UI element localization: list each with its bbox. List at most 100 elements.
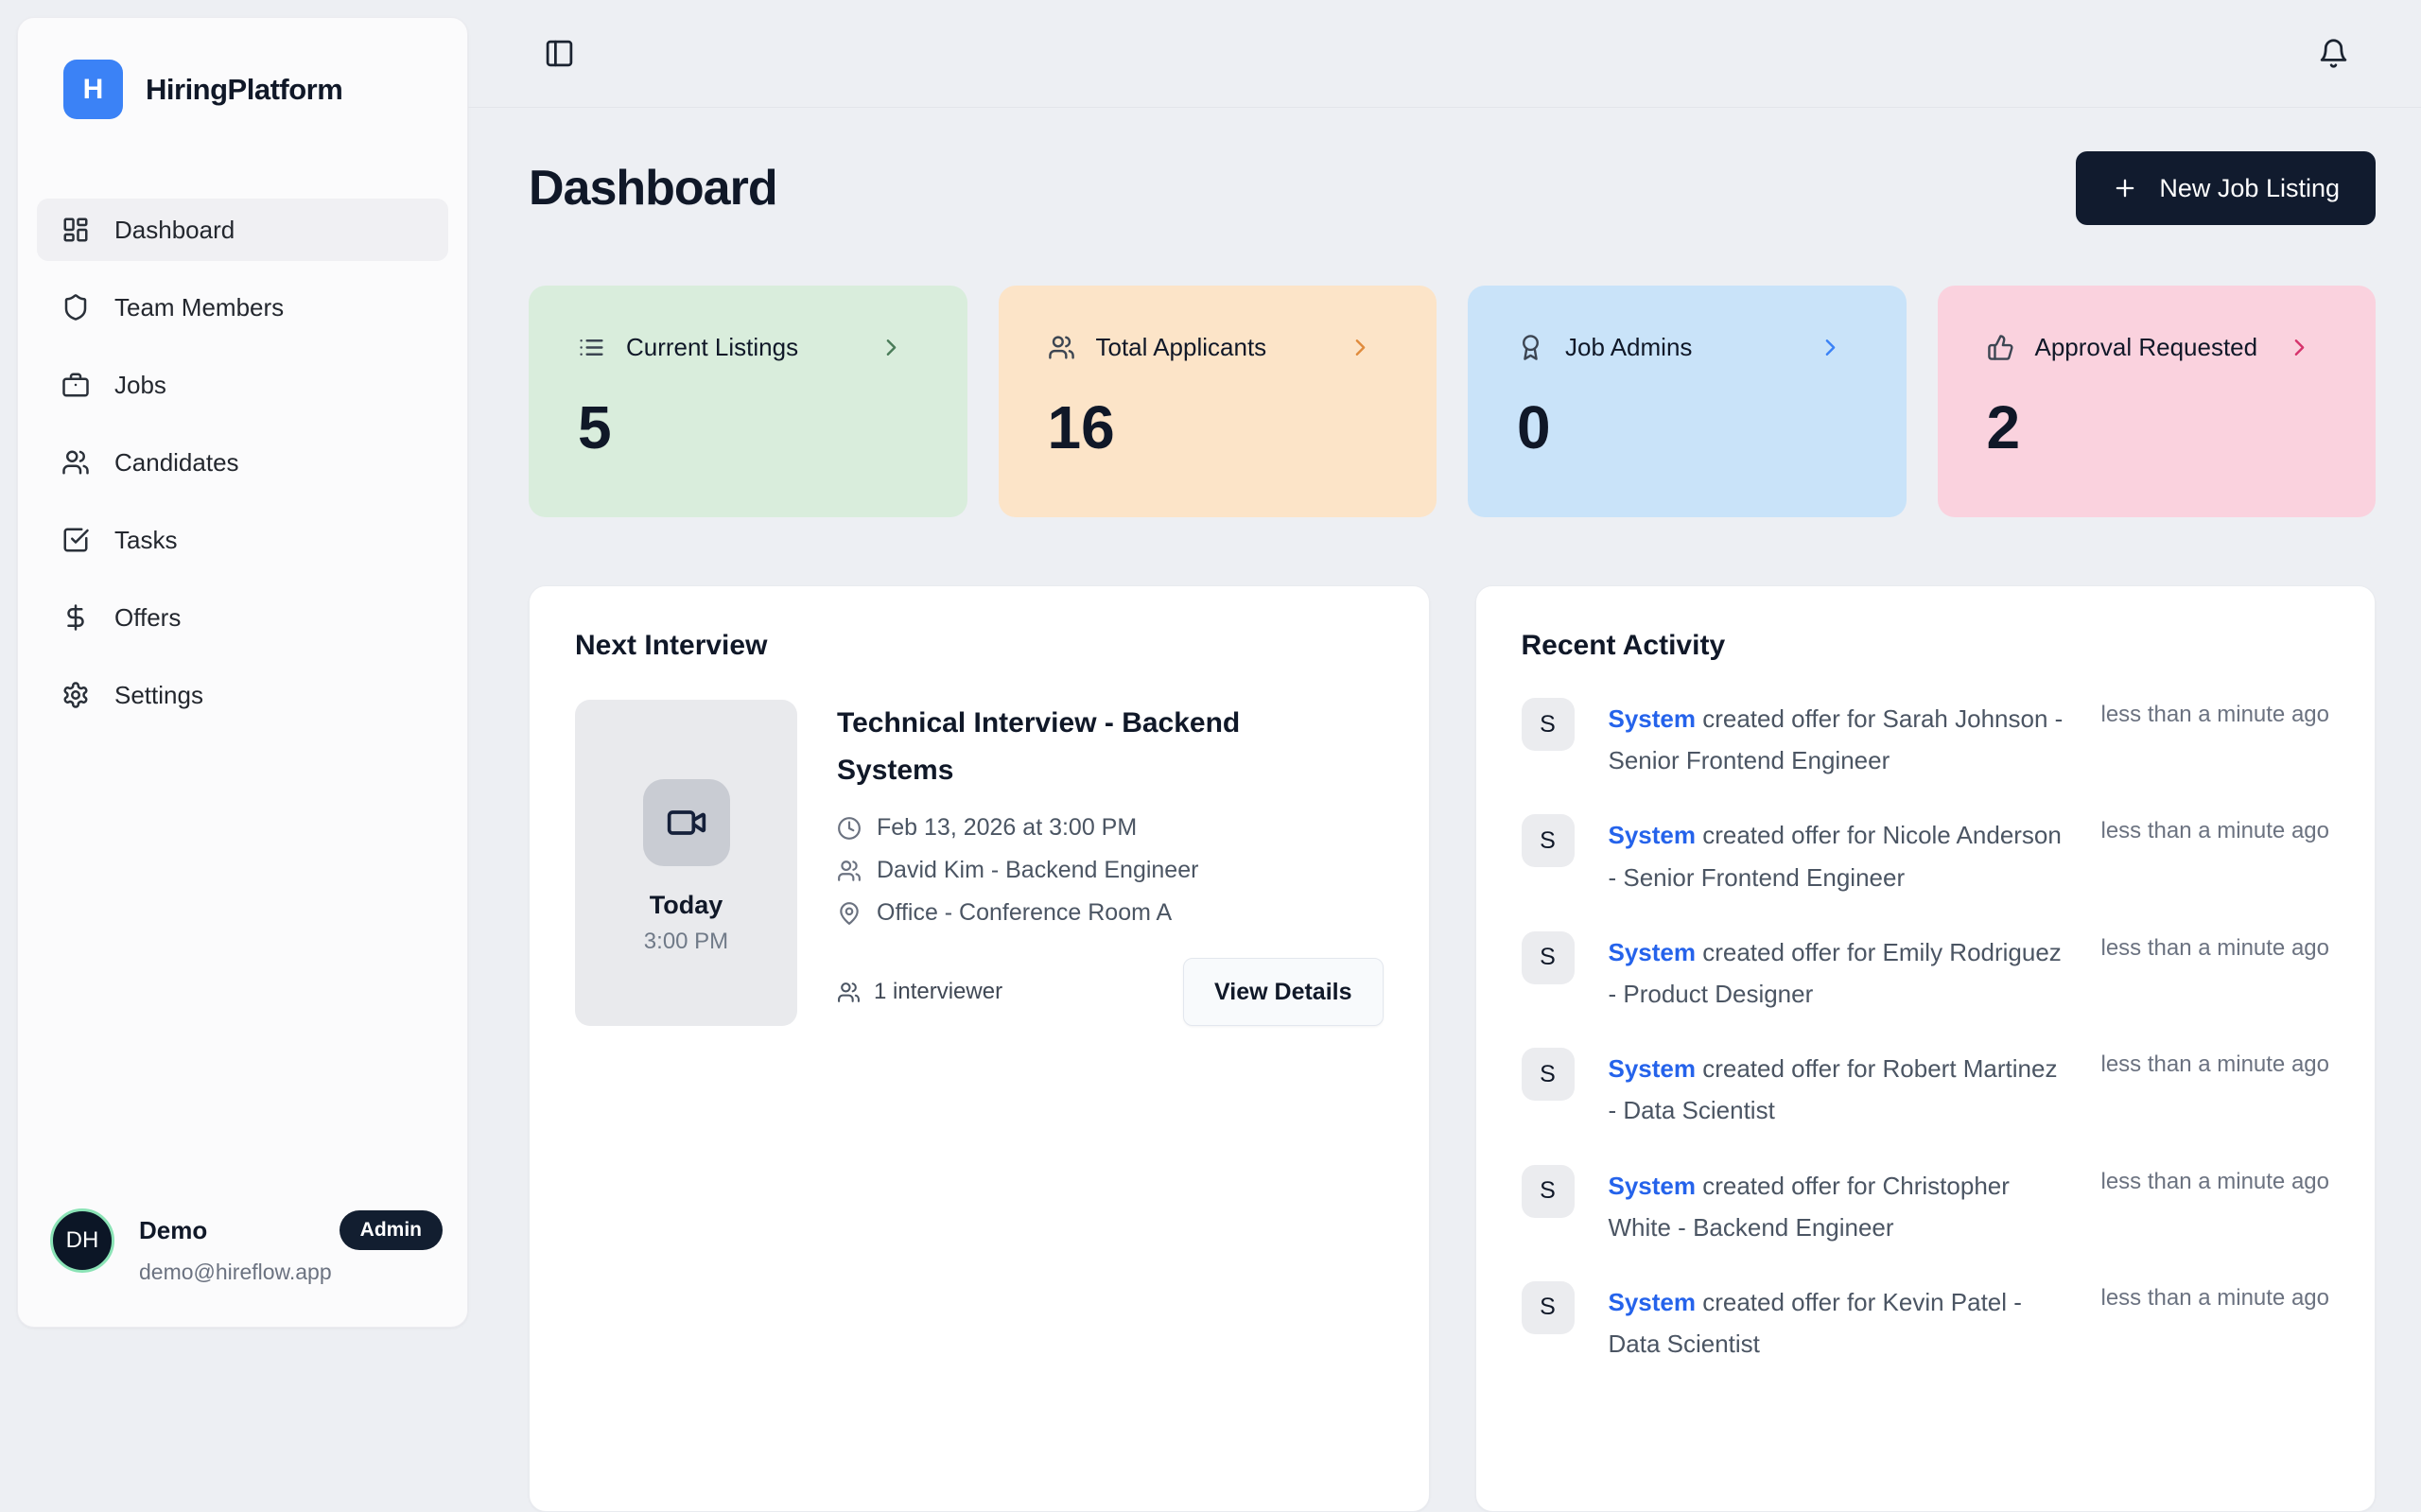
user-info: Demo Admin demo@hireflow.app xyxy=(139,1208,448,1285)
activity-timestamp: less than a minute ago xyxy=(2100,1168,2330,1194)
brand-name: HiringPlatform xyxy=(146,72,343,106)
map-pin-icon xyxy=(837,901,862,926)
stat-card[interactable]: Job Admins 0 xyxy=(1468,286,1907,517)
recent-activity-panel: Recent Activity S System created offer f… xyxy=(1474,585,2376,1512)
stat-icon xyxy=(578,334,605,361)
activity-message: System created offer for Kevin Patel - D… xyxy=(1609,1281,2067,1364)
sidebar-item-icon xyxy=(61,526,90,554)
sidebar-item-label: Tasks xyxy=(114,525,178,554)
activity-avatar: S xyxy=(1521,930,1575,984)
chevron-right-icon xyxy=(878,334,905,361)
plus-icon xyxy=(2112,175,2138,201)
clock-icon xyxy=(837,816,862,841)
activity-actor[interactable]: System xyxy=(1608,1054,1697,1084)
stat-value: 0 xyxy=(1517,393,1551,461)
sidebar-item-icon xyxy=(61,293,90,322)
activity-avatar: S xyxy=(1521,698,1575,751)
sidebar-item[interactable]: Candidates xyxy=(37,431,448,494)
activity-message: System created offer for Emily Rodriguez… xyxy=(1609,931,2067,1015)
page-title: Dashboard xyxy=(529,161,778,216)
user-name: Demo xyxy=(139,1215,208,1244)
sidebar-item[interactable]: Jobs xyxy=(37,354,448,416)
activity-message-text: created offer for Christopher White - Ba… xyxy=(1608,1171,2010,1242)
activity-message-text: created offer for Nicole Anderson - Seni… xyxy=(1608,821,2062,892)
sidebar-item-icon xyxy=(61,448,90,477)
video-tile xyxy=(642,779,730,866)
sidebar-item-label: Jobs xyxy=(114,370,166,399)
user-email: demo@hireflow.app xyxy=(139,1260,332,1284)
activity-actor[interactable]: System xyxy=(1608,1171,1697,1200)
sidebar: H HiringPlatform Dashboard Team Members … xyxy=(17,17,468,1328)
stat-card[interactable]: Current Listings 5 xyxy=(529,286,967,517)
activity-message: System created offer for Sarah Johnson -… xyxy=(1609,698,2067,781)
activity-avatar: S xyxy=(1521,1280,1575,1334)
activity-timestamp: less than a minute ago xyxy=(2100,1051,2330,1078)
new-job-listing-label: New Job Listing xyxy=(2159,173,2340,202)
content: Dashboard New Job Listing Current Listin… xyxy=(468,108,2421,1512)
sidebar-item-label: Offers xyxy=(114,602,182,632)
interview-date-tile: Today 3:00 PM xyxy=(575,700,797,1026)
activity-item: S System created offer for Christopher W… xyxy=(1521,1164,2330,1248)
chevron-right-icon xyxy=(2286,334,2313,361)
activity-message-text: created offer for Robert Martinez - Data… xyxy=(1608,1054,2058,1125)
activity-avatar: S xyxy=(1521,814,1575,868)
notifications-bell-icon[interactable] xyxy=(2318,38,2349,69)
activity-message: System created offer for Robert Martinez… xyxy=(1609,1048,2067,1131)
avatar: DH xyxy=(50,1208,114,1273)
main-area: Dashboard New Job Listing Current Listin… xyxy=(468,0,2421,1512)
activity-message: System created offer for Christopher Whi… xyxy=(1609,1165,2067,1248)
activity-message-text: created offer for Kevin Patel - Data Sci… xyxy=(1608,1287,2022,1359)
stat-card[interactable]: Total Applicants 16 xyxy=(998,286,1437,517)
sidebar-item[interactable]: Team Members xyxy=(37,276,448,339)
interview-candidate-row: David Kim - Backend Engineer xyxy=(837,857,1384,884)
activity-timestamp: less than a minute ago xyxy=(2100,1284,2330,1311)
recent-activity-heading: Recent Activity xyxy=(1521,630,1726,661)
stat-value: 16 xyxy=(1047,393,1115,461)
brand: H HiringPlatform xyxy=(37,60,448,119)
activity-item: S System created offer for Robert Martin… xyxy=(1521,1048,2330,1131)
activity-actor[interactable]: System xyxy=(1608,1287,1697,1316)
sidebar-item-icon xyxy=(61,603,90,632)
topbar xyxy=(468,0,2421,108)
activity-message-text: created offer for Emily Rodriguez - Prod… xyxy=(1608,937,2062,1008)
sidebar-nav: Dashboard Team Members Jobs Candidates T… xyxy=(37,199,448,726)
activity-avatar: S xyxy=(1521,1048,1575,1102)
stat-icon xyxy=(1048,334,1075,361)
sidebar-item[interactable]: Settings xyxy=(37,664,448,726)
interview-candidate: David Kim - Backend Engineer xyxy=(877,857,1199,883)
activity-timestamp: less than a minute ago xyxy=(2100,702,2330,727)
sidebar-toggle-icon[interactable] xyxy=(544,38,575,69)
sidebar-item-label: Dashboard xyxy=(114,215,235,244)
stat-value: 5 xyxy=(578,393,612,461)
activity-item: S System created offer for Sarah Johnson… xyxy=(1521,698,2330,781)
stat-label: Current Listings xyxy=(626,333,799,361)
activity-timestamp: less than a minute ago xyxy=(2100,818,2330,844)
activity-item: S System created offer for Kevin Patel -… xyxy=(1521,1280,2330,1364)
stat-value: 2 xyxy=(1986,393,2021,461)
activity-item: S System created offer for Emily Rodrigu… xyxy=(1521,930,2329,1015)
interview-datetime: Feb 13, 2026 at 3:00 PM xyxy=(877,814,1138,841)
next-interview-heading: Next Interview xyxy=(575,630,768,661)
interview-time: 3:00 PM xyxy=(643,929,729,954)
sidebar-item[interactable]: Offers xyxy=(37,586,448,649)
interview-datetime-row: Feb 13, 2026 at 3:00 PM xyxy=(837,814,1384,842)
sidebar-item[interactable]: Dashboard xyxy=(37,199,448,261)
activity-list: S System created offer for Sarah Johnson… xyxy=(1521,698,2330,1364)
activity-actor[interactable]: System xyxy=(1608,821,1697,850)
new-job-listing-button[interactable]: New Job Listing xyxy=(2076,151,2376,225)
activity-actor[interactable]: System xyxy=(1608,704,1697,733)
user-section[interactable]: DH Demo Admin demo@hireflow.app xyxy=(37,1208,448,1285)
activity-actor[interactable]: System xyxy=(1608,937,1697,966)
view-details-button[interactable]: View Details xyxy=(1183,958,1384,1026)
stat-label: Approval Requested xyxy=(2034,333,2258,361)
stat-card[interactable]: Approval Requested 2 xyxy=(1937,286,2376,517)
sidebar-item[interactable]: Tasks xyxy=(37,509,448,571)
interview-location-row: Office - Conference Room A xyxy=(837,899,1384,927)
sidebar-item-label: Team Members xyxy=(114,292,285,322)
stat-icon xyxy=(1987,334,2014,361)
chevron-right-icon xyxy=(1347,334,1374,361)
stat-label: Job Admins xyxy=(1565,333,1693,361)
sidebar-item-icon xyxy=(61,216,90,244)
stat-label: Total Applicants xyxy=(1095,333,1267,361)
activity-message: System created offer for Nicole Anderson… xyxy=(1609,814,2067,897)
